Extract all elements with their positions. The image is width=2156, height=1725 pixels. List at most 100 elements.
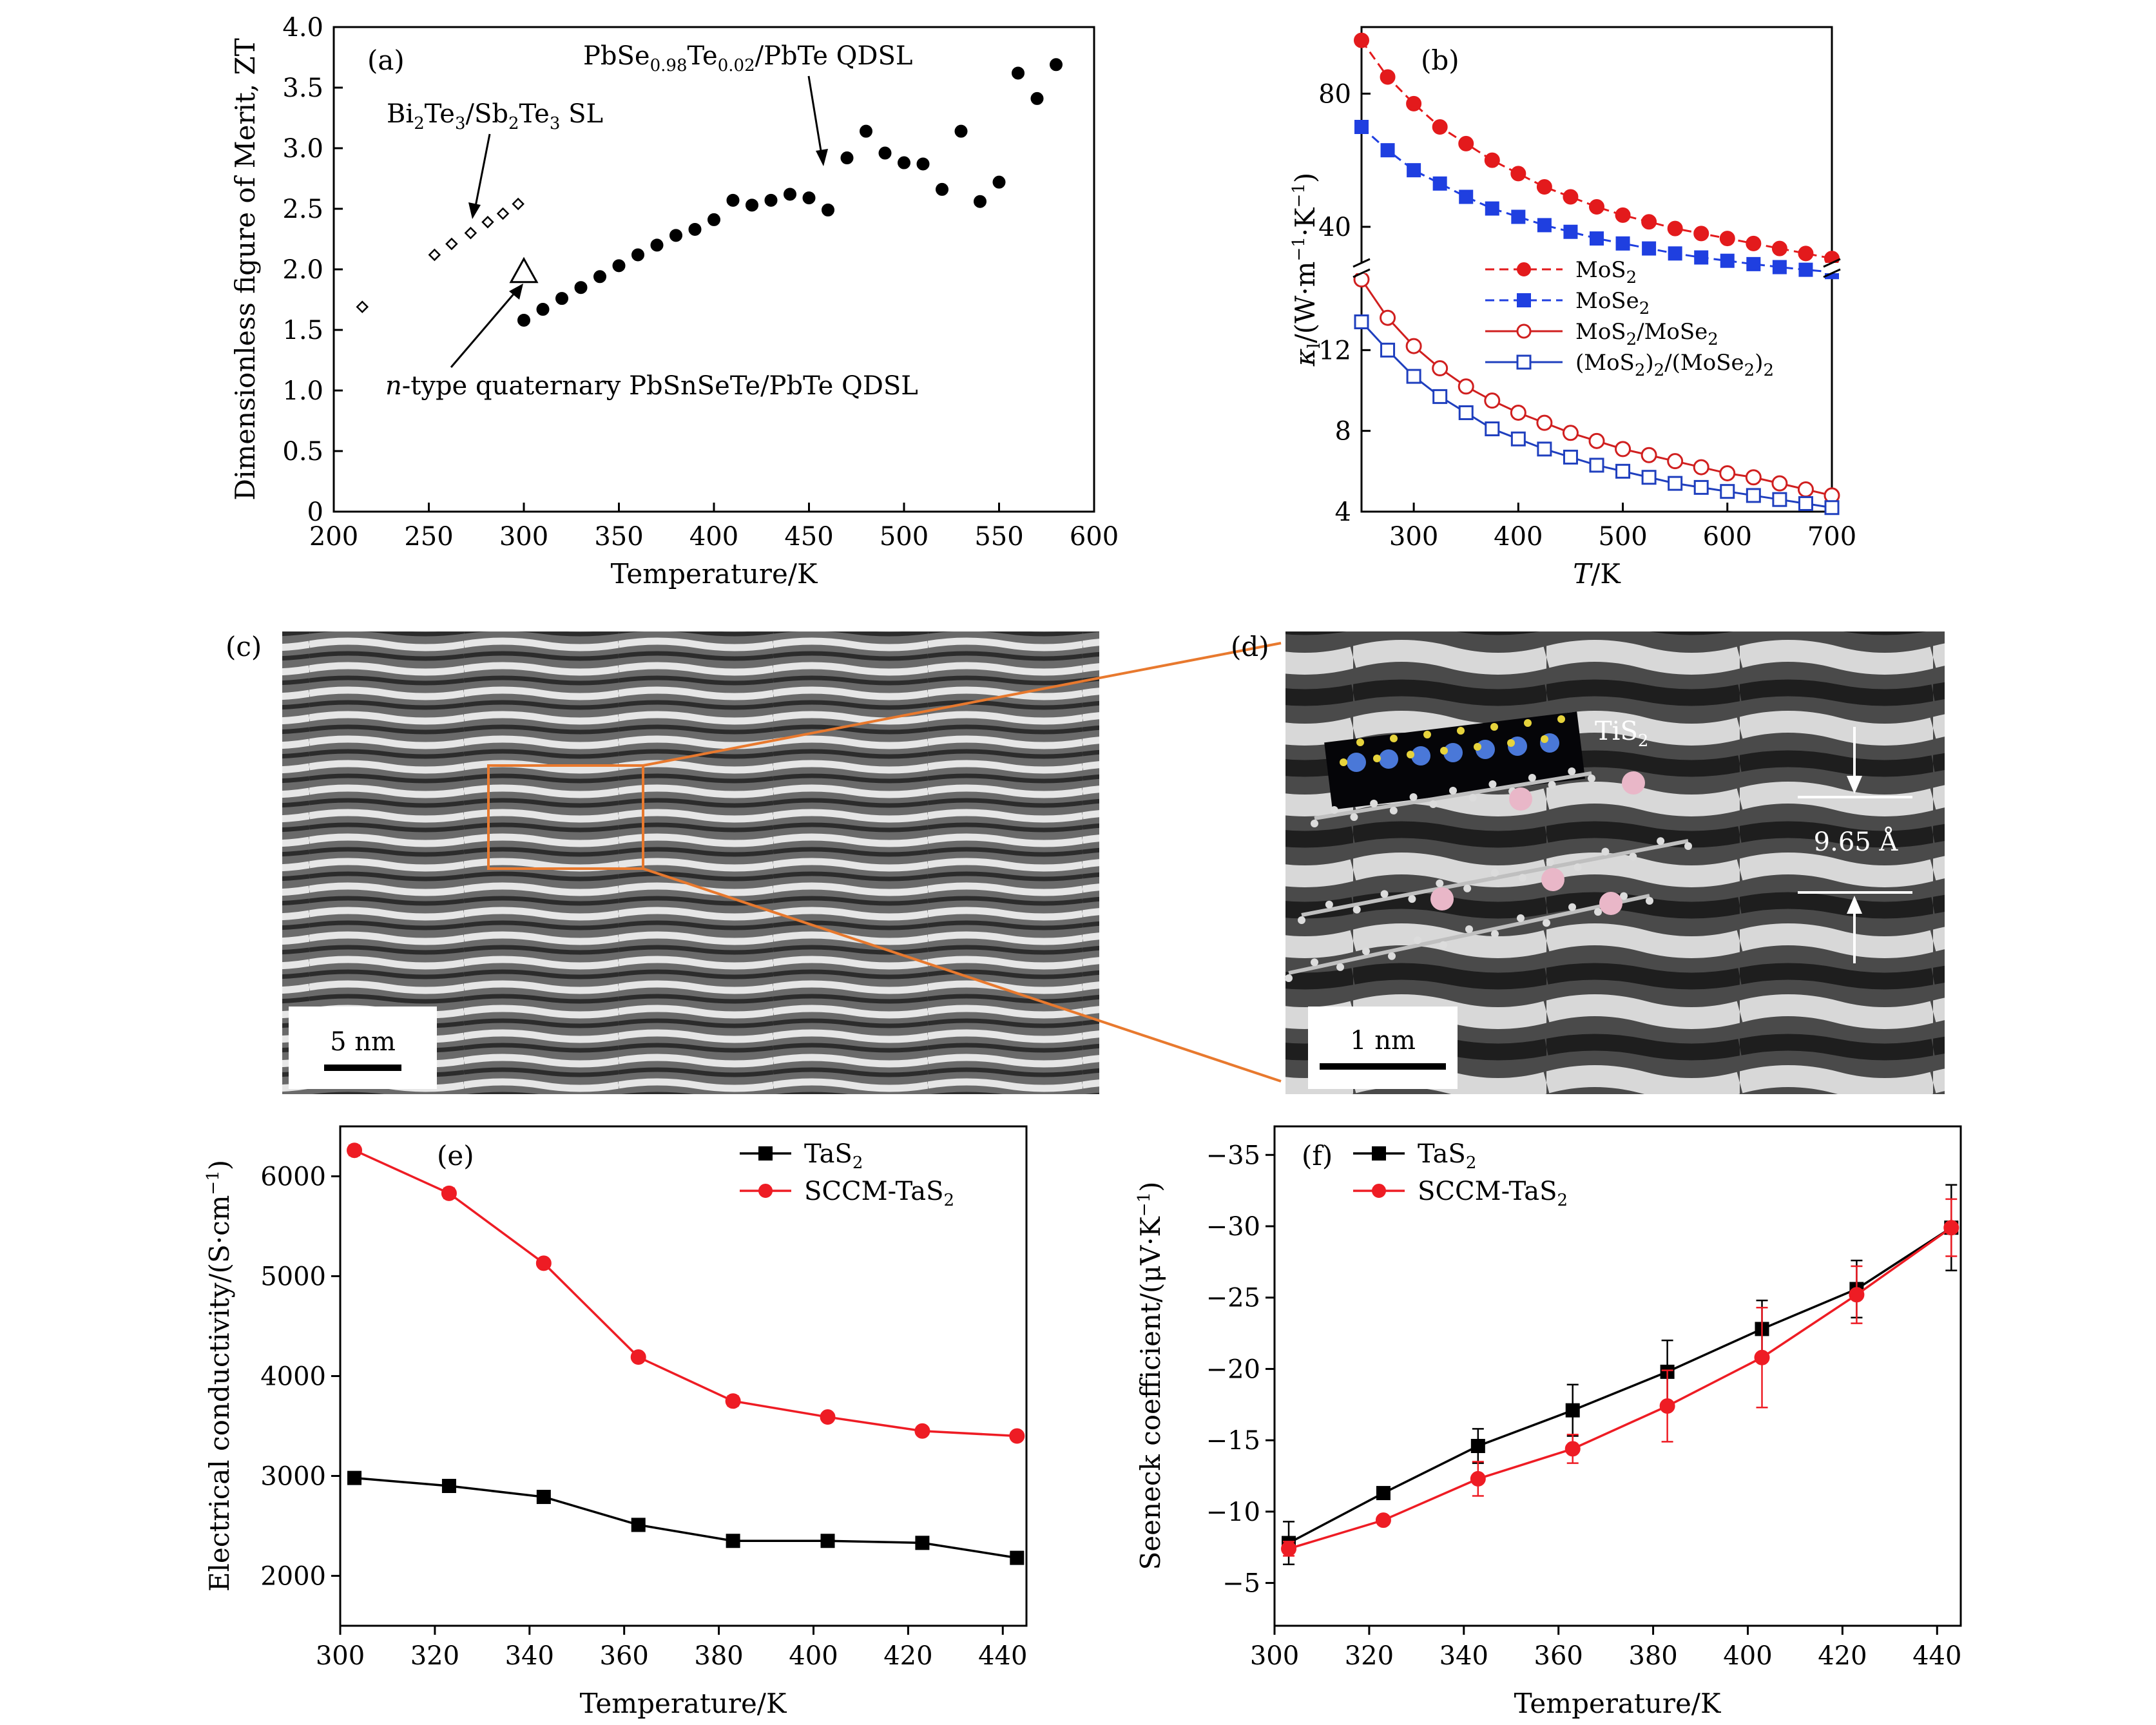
h-atom [1601, 847, 1610, 856]
data-point-a [593, 270, 606, 284]
data-point [1659, 1398, 1675, 1414]
x-tick-label: 300 [1250, 1641, 1299, 1671]
data-point-b [1537, 218, 1552, 233]
data-point-b [1772, 260, 1787, 275]
h-atom [1449, 787, 1457, 795]
y-tick-label-a: 2.5 [282, 195, 323, 224]
h-atom [1311, 958, 1318, 967]
x-tick-label: 360 [1534, 1641, 1583, 1671]
data-point-b [1380, 143, 1395, 158]
data-point-a [878, 146, 892, 160]
data-point-a [688, 222, 702, 236]
h-atom [1336, 963, 1344, 971]
data-point-b [1641, 470, 1657, 485]
y-tick-label-a: 0 [307, 497, 323, 527]
h-atom [1546, 858, 1554, 867]
data-point-a [936, 182, 948, 196]
panel-label-d: (d) [1231, 631, 1269, 662]
spacing-arrowhead-bottom [1847, 896, 1862, 914]
data-point [1009, 1428, 1025, 1444]
data-point-a [840, 151, 854, 165]
data-point-b [1484, 392, 1501, 409]
series-line [1288, 1226, 1952, 1550]
atom-model [1285, 715, 1692, 982]
legend-marker [1372, 1146, 1386, 1161]
s-atom [1340, 758, 1347, 766]
data-point-a [445, 237, 458, 251]
data-point-a [746, 198, 758, 212]
legend-marker [758, 1184, 773, 1198]
data-point-a [898, 156, 910, 169]
data-point-b [1485, 421, 1500, 437]
h-atom [1574, 863, 1582, 871]
legend-label: SCCM-TaS2 [804, 1177, 954, 1210]
x-tick-label: 420 [883, 1641, 932, 1671]
data-point-b [1693, 479, 1709, 495]
s-atom [1373, 755, 1381, 762]
legend-f: TaS2 SCCM-TaS2 [1353, 1139, 1568, 1210]
ti-atom [1347, 753, 1366, 772]
h-atom [1548, 781, 1556, 789]
data-point-b [1459, 189, 1474, 204]
axis-break-mark [1352, 258, 1371, 268]
legend-e: TaS2 SCCM-TaS2 [740, 1139, 954, 1210]
data-point-a [954, 124, 968, 138]
data-point [1565, 1403, 1580, 1418]
data-point-b [1563, 224, 1578, 239]
h-atom [1528, 774, 1536, 782]
legend-label: TaS2 [804, 1139, 863, 1173]
scale-bar-d [1320, 1063, 1446, 1070]
h-atom [1362, 947, 1370, 956]
panel-label-b: (b) [1421, 44, 1459, 76]
data-point-b [1667, 453, 1684, 470]
x-axis-label-b: T/K [1573, 558, 1621, 590]
h-atom [1325, 900, 1333, 909]
data-point [1470, 1439, 1485, 1453]
h-atom [1518, 874, 1526, 882]
data-point [820, 1409, 836, 1425]
cation-atom [1430, 887, 1454, 911]
data-point-b [1667, 220, 1683, 236]
data-point [630, 1349, 646, 1365]
cation-atom [1509, 787, 1532, 811]
x-tick-label: 300 [316, 1641, 365, 1671]
s-atom [1440, 747, 1448, 755]
scale-bar-c [324, 1065, 401, 1071]
y-tick-label-a: 3.0 [282, 134, 323, 164]
s-atom [1474, 743, 1481, 751]
data-point-a [555, 292, 568, 305]
h-atom [1285, 974, 1293, 982]
data-point-a [512, 197, 525, 211]
legend-label: (MoS2)2/(MoSe2)2 [1575, 350, 1774, 380]
x-tick-label-a: 300 [499, 522, 548, 552]
h-atom [1380, 890, 1389, 898]
data-point-b [1405, 338, 1422, 354]
h-atom [1465, 925, 1473, 933]
panel-label-a: (a) [367, 44, 405, 76]
h-atom [1409, 793, 1418, 801]
data-point [1754, 1349, 1770, 1365]
x-tick-label-b: 500 [1598, 522, 1647, 552]
x-tick-label: 320 [410, 1641, 459, 1671]
series-line [354, 1476, 1017, 1559]
data-point-b [1641, 214, 1657, 230]
h-atom [1311, 820, 1318, 827]
x-tick-label: 400 [789, 1641, 838, 1671]
data-point-b [1510, 166, 1526, 182]
y-tick-label-a: 1.5 [282, 316, 323, 345]
data-point-b [1772, 492, 1787, 507]
data-point-b [1797, 481, 1814, 498]
data-point [1375, 1512, 1391, 1528]
h-atom [1568, 767, 1576, 775]
y-tick-label-a: 1.0 [282, 376, 323, 406]
h-atom [1388, 952, 1396, 960]
legend-marker [1517, 293, 1531, 307]
x-tick-label: 340 [1439, 1641, 1488, 1671]
annotation-ntype-qdsl: n-type quaternary PbSnSeTe/PbTe QDSL [385, 371, 918, 401]
panel-a: 200 250 300 350 400 450 500 550 600 0 0.5 1.0 1.5 2.0… [229, 13, 1119, 590]
legend-label: MoSe2 [1575, 288, 1650, 318]
data-point [536, 1490, 551, 1505]
data-point-a [802, 191, 816, 205]
data-point-a [631, 248, 644, 262]
